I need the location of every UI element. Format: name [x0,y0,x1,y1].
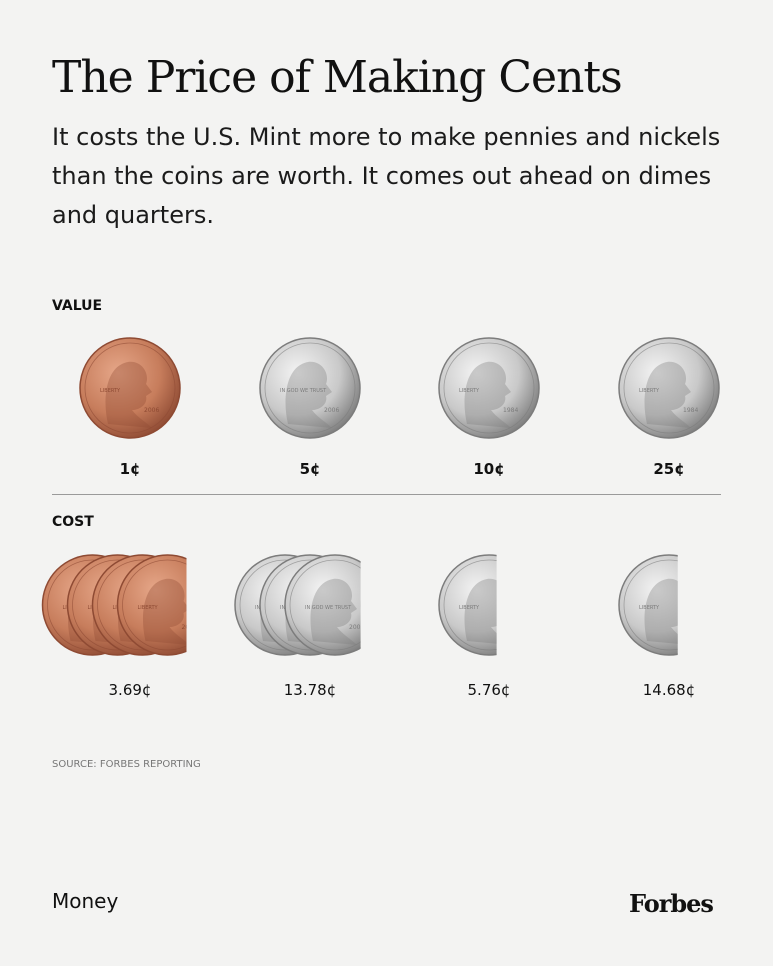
svg-text:LIBERTY: LIBERTY [639,605,660,611]
svg-text:LIBERTY: LIBERTY [459,388,480,394]
cost-coins-nickel: IN GOD WE TRUST2006IN GOD WE TRUST2006IN… [234,554,364,656]
value-label-quarter: 25¢ [653,460,684,478]
cost-coins-dime: LIBERTY 1984 [438,554,518,656]
svg-text:LIBERTY: LIBERTY [459,605,480,611]
cost-label-penny: 3.69¢ [109,681,152,699]
chart-title: The Price of Making Cents [52,52,623,103]
value-section-label: VALUE [52,298,103,314]
penny-coin-face: LIBERTY 2006 [79,337,181,439]
svg-text:2006: 2006 [349,624,364,631]
value-coin-nickel: IN GOD WE TRUST 2006 [259,337,361,439]
svg-text:1984: 1984 [683,407,698,414]
chart-subtitle: It costs the U.S. Mint more to make penn… [52,123,721,229]
forbes-logo: Forbes [629,889,714,918]
category-label: Money [52,889,119,913]
svg-text:1984: 1984 [503,407,518,414]
svg-text:2006: 2006 [144,407,159,414]
value-coin-dime: LIBERTY 1984 [438,337,540,439]
svg-text:LIBERTY: LIBERTY [138,605,159,611]
cost-label-quarter: 14.68¢ [643,681,696,699]
svg-text:2006: 2006 [182,624,197,631]
dime-coin-face: LIBERTY 1984 [438,337,540,439]
value-label-dime: 10¢ [473,460,504,478]
section-divider [52,494,721,495]
svg-text:1984: 1984 [683,624,698,631]
cost-section-label: COST [52,514,94,530]
dime-coin-face: LIBERTY 1984 [438,554,518,656]
nickel-coin-face: IN GOD WE TRUST 2006 [259,337,361,439]
value-label-nickel: 5¢ [300,460,321,478]
svg-text:LIBERTY: LIBERTY [639,388,660,394]
svg-text:1984: 1984 [503,624,518,631]
svg-text:IN GOD WE TRUST: IN GOD WE TRUST [280,388,327,394]
cost-coins-quarter: LIBERTY 1984 [618,554,698,656]
penny-coin-face: LIBERTY 2006 [116,554,197,656]
svg-text:2006: 2006 [324,407,339,414]
source-note: SOURCE: FORBES REPORTING [52,759,201,770]
cost-label-dime: 5.76¢ [468,681,511,699]
quarter-coin-face: LIBERTY 1984 [618,337,720,439]
svg-text:IN GOD WE TRUST: IN GOD WE TRUST [305,605,352,611]
value-label-penny: 1¢ [120,460,141,478]
cost-coins-penny: LIBERTY2006LIBERTY2006LIBERTY2006LIBERTY… [41,554,197,656]
value-coin-penny: LIBERTY 2006 [79,337,181,439]
nickel-coin-face: IN GOD WE TRUST 2006 [284,554,364,656]
svg-text:LIBERTY: LIBERTY [100,388,121,394]
cost-label-nickel: 13.78¢ [284,681,337,699]
quarter-coin-face: LIBERTY 1984 [618,554,698,656]
value-coin-quarter: LIBERTY 1984 [618,337,720,439]
